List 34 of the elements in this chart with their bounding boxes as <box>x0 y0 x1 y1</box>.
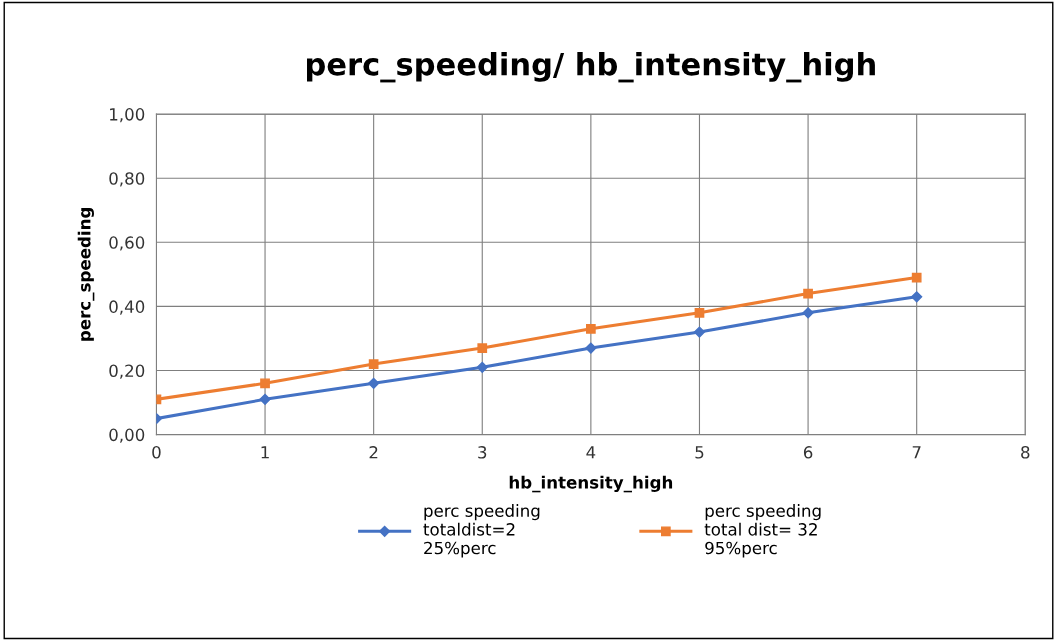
x-tick-label: 6 <box>803 446 813 459</box>
x-tick-label: 3 <box>478 446 487 459</box>
x-tick-label: 0 <box>152 446 161 459</box>
point <box>693 326 706 338</box>
point <box>477 343 488 353</box>
y-tick-label: 0,00 <box>109 428 145 443</box>
point <box>259 393 271 405</box>
y-tick-label: 0,20 <box>109 364 145 379</box>
y-tick-label: 0,40 <box>109 300 145 315</box>
point <box>911 272 922 283</box>
point <box>260 378 270 389</box>
legend-label: perc speeding totaldist=2 25%perc <box>423 504 540 558</box>
point <box>368 377 380 389</box>
y-axis-title: perc_speeding <box>77 207 95 341</box>
x-tick-label: 1 <box>261 446 269 459</box>
x-tick-label: 4 <box>586 446 596 459</box>
y-tick-label: 0,80 <box>109 172 145 187</box>
y-tick-label: 0,60 <box>109 236 145 251</box>
chart-title: perc_speeding/ hb_intensity_high <box>307 51 875 83</box>
point <box>802 307 814 319</box>
x-tick-label: 7 <box>912 446 921 459</box>
legend-label: perc speeding total dist= 32 95%perc <box>704 504 821 558</box>
point <box>694 307 705 318</box>
point <box>476 361 488 373</box>
point <box>585 342 597 354</box>
point <box>368 359 379 369</box>
point <box>586 323 596 334</box>
x-axis-title: hb_intensity_high <box>509 475 673 493</box>
point <box>911 291 923 303</box>
point <box>803 288 813 299</box>
x-tick-label: 8 <box>1021 446 1030 459</box>
x-tick-label: 5 <box>695 446 704 459</box>
x-tick-label: 2 <box>369 446 378 459</box>
y-tick-label: 1,00 <box>110 108 145 123</box>
